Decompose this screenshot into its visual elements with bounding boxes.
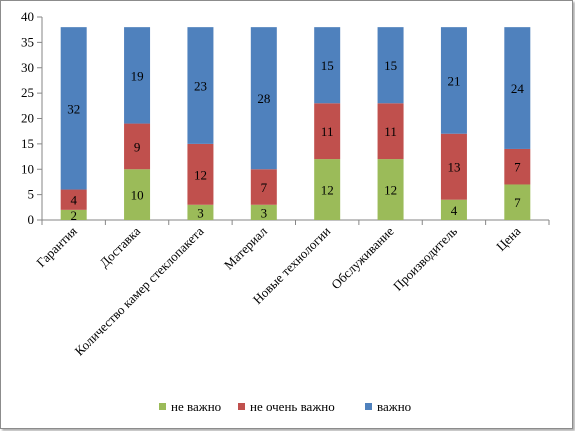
data-label: 15 <box>384 58 397 73</box>
bar-segment <box>250 169 277 205</box>
bar-segment <box>250 27 277 170</box>
data-label: 12 <box>194 167 207 182</box>
data-label: 21 <box>447 73 460 88</box>
bar-segment <box>440 133 467 200</box>
x-category-label: Гарантия <box>33 224 80 271</box>
x-category-label: Цена <box>493 223 523 253</box>
bar-segment <box>314 27 341 104</box>
bar-segment <box>377 27 404 104</box>
data-label: 9 <box>134 139 141 154</box>
y-tick-label: 35 <box>21 34 34 49</box>
data-label: 28 <box>257 91 270 106</box>
bar-segment <box>377 103 404 160</box>
data-label: 24 <box>511 81 525 96</box>
data-label: 7 <box>261 180 268 195</box>
y-tick-label: 20 <box>21 111 34 126</box>
legend-label: важно <box>377 399 411 414</box>
data-label: 13 <box>447 160 460 175</box>
legend-swatch <box>159 403 166 410</box>
axes: 0 5 10 15 20 25 30 35 40 Гарантия ДоставкаКоличест… <box>21 9 550 359</box>
data-label: 2 <box>70 208 77 223</box>
data-label: 10 <box>131 188 144 203</box>
data-label: 19 <box>131 68 144 83</box>
bar-segment <box>314 159 341 220</box>
y-tick-label: 10 <box>21 161 34 176</box>
data-label: 4 <box>70 193 77 208</box>
data-label: 7 <box>514 195 521 210</box>
bar-segment <box>187 27 214 144</box>
bar-segment <box>250 204 277 220</box>
legend-label: не важно <box>171 399 221 414</box>
bar-segment <box>187 143 214 205</box>
data-label: 7 <box>514 160 521 175</box>
data-label: 3 <box>197 205 204 220</box>
legend-label: не очень важно <box>250 399 335 414</box>
y-tick-label: 0 <box>28 212 35 227</box>
y-tick-label: 25 <box>21 85 34 100</box>
data-label: 15 <box>321 58 334 73</box>
x-category-label: Производитель <box>390 223 460 293</box>
legend: не важно не очень важно важно <box>159 399 411 414</box>
bar-segment <box>504 184 531 220</box>
y-tick-label: 40 <box>21 9 34 24</box>
bar-segment <box>124 169 151 220</box>
data-label: 12 <box>321 183 334 198</box>
bar-segment <box>60 189 87 210</box>
x-category-label: Количество камер стеклопакета <box>72 223 207 358</box>
y-tick-label: 30 <box>21 60 34 75</box>
data-label: 32 <box>67 101 80 116</box>
y-tick-label: 5 <box>28 187 35 202</box>
data-label: 3 <box>261 205 268 220</box>
data-label: 11 <box>321 124 334 139</box>
data-label: 11 <box>384 124 397 139</box>
x-category-label: Обслуживание <box>328 223 397 292</box>
bar-segment <box>440 27 467 134</box>
bar-segment <box>377 159 404 220</box>
bar-segment <box>60 209 87 220</box>
x-category-label: Доставка <box>96 223 143 270</box>
bar-segment <box>124 27 151 124</box>
data-label: 12 <box>384 183 397 198</box>
legend-swatch <box>365 403 372 410</box>
bar-segment <box>504 27 531 149</box>
bar-segment <box>124 123 151 170</box>
y-tick-label: 15 <box>21 136 34 151</box>
bar-segment <box>60 27 87 190</box>
bar-segment <box>314 103 341 160</box>
bar-segment <box>187 204 214 220</box>
legend-swatch <box>238 403 245 410</box>
x-category-label: Материал <box>221 223 270 272</box>
bar-segment <box>440 199 467 220</box>
data-label: 4 <box>451 203 458 218</box>
data-label: 23 <box>194 79 207 94</box>
bar-segment <box>504 148 531 185</box>
bars <box>60 27 531 220</box>
